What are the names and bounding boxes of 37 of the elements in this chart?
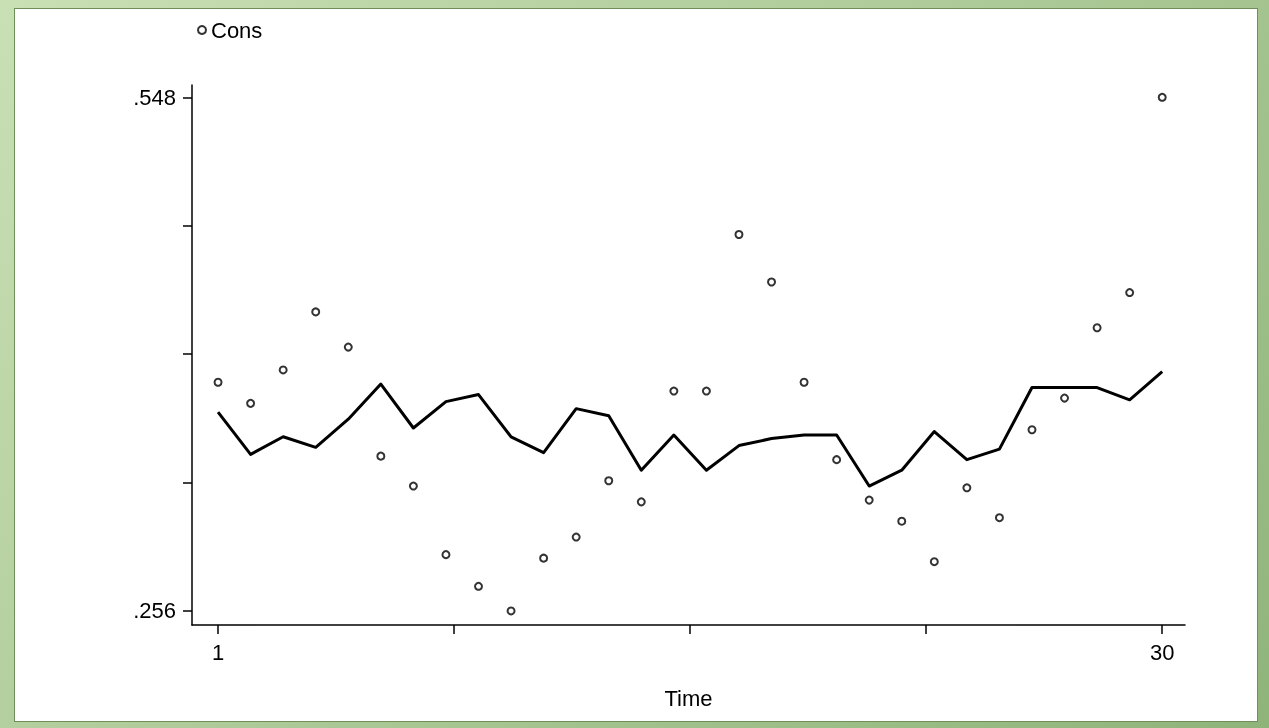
x-tick-label: 30 (1149, 639, 1175, 665)
point (1092, 323, 1102, 333)
point (962, 483, 972, 493)
y-tick-label: .548 (133, 84, 176, 110)
point (701, 386, 711, 396)
point (539, 553, 549, 563)
point (604, 476, 614, 486)
point (376, 451, 386, 461)
point (929, 557, 939, 567)
point (474, 581, 483, 591)
point (246, 398, 256, 408)
point (799, 377, 809, 387)
point (213, 377, 223, 387)
point (994, 513, 1004, 523)
point (311, 307, 321, 317)
point (408, 481, 418, 491)
point (767, 277, 777, 287)
point (1027, 425, 1037, 435)
point (1157, 92, 1167, 102)
point (506, 606, 516, 616)
line-series (216, 370, 1164, 488)
point (571, 532, 581, 542)
point (897, 516, 907, 526)
point (734, 230, 744, 240)
point (1125, 288, 1135, 298)
point (832, 455, 842, 465)
point (864, 495, 874, 505)
point (278, 365, 288, 375)
x-axis-title: Time (664, 685, 713, 711)
point (1060, 393, 1070, 403)
point (441, 550, 451, 560)
point (343, 342, 353, 352)
point (669, 386, 679, 396)
x-tick-label: 1 (211, 639, 225, 665)
legend-label: Cons (211, 17, 263, 43)
y-tick-label: .256 (133, 598, 176, 624)
point (636, 497, 646, 507)
